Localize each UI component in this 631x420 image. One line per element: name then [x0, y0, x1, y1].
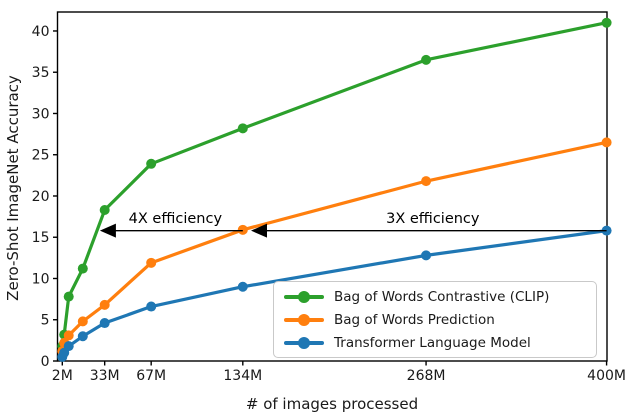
legend-line-marker-icon	[284, 290, 324, 304]
y-tick-label: 10	[32, 271, 50, 287]
y-tick-label: 40	[32, 24, 50, 40]
series-marker-0	[77, 263, 88, 274]
series-marker-2	[237, 281, 248, 292]
series-marker-2	[99, 318, 110, 329]
series-marker-1	[99, 299, 110, 310]
y-tick-label: 5	[41, 313, 50, 329]
series-marker-1	[146, 257, 157, 268]
x-tick-label: 2M	[52, 368, 73, 384]
y-axis-label: Zero-Shot ImageNet Accuracy	[4, 75, 22, 301]
legend-item-bow-prediction: Bag of Words Prediction	[284, 312, 586, 328]
series-marker-2	[63, 341, 74, 352]
x-axis-label: # of images processed	[245, 395, 419, 413]
efficiency-arrow-head-icon	[251, 223, 268, 238]
axes-spines	[56, 11, 608, 362]
legend-line-marker-icon	[284, 336, 324, 350]
legend-item-clip-contrastive: Bag of Words Contrastive (CLIP)	[284, 289, 586, 305]
series-marker-2	[146, 301, 157, 312]
x-tick-label: 268M	[407, 368, 446, 384]
series-marker-0	[146, 158, 157, 169]
series-marker-1	[63, 330, 74, 341]
legend-item-transformer-lm: Transformer Language Model	[284, 335, 586, 351]
x-tick-label: 33M	[90, 368, 120, 384]
y-tick-label: 30	[32, 106, 50, 122]
series-marker-1	[601, 137, 612, 148]
series-marker-1	[421, 176, 432, 187]
series-marker-2	[421, 250, 432, 261]
legend: Bag of Words Contrastive (CLIP) Bag of W…	[273, 281, 597, 358]
series-marker-0	[421, 54, 432, 65]
x-tick-label: 67M	[136, 368, 166, 384]
efficiency-arrow-head-icon	[99, 223, 116, 238]
legend-label: Transformer Language Model	[334, 334, 531, 351]
legend-label: Bag of Words Prediction	[334, 311, 495, 328]
x-tick-label: 400M	[587, 368, 626, 384]
series-marker-0	[237, 123, 248, 134]
series-marker-0	[601, 17, 612, 28]
y-tick-label: 20	[32, 189, 50, 205]
y-tick-label: 15	[32, 230, 50, 246]
y-tick-label: 0	[41, 354, 50, 370]
annotation-4x-efficiency: 4X efficiency	[128, 210, 223, 227]
series-marker-0	[63, 291, 74, 302]
legend-line-marker-icon	[284, 313, 324, 327]
series-marker-1	[237, 224, 248, 235]
x-tick-label: 134M	[223, 368, 262, 384]
y-tick-label: 35	[32, 65, 50, 81]
y-tick-label: 25	[32, 148, 50, 164]
annotation-3x-efficiency: 3X efficiency	[386, 210, 480, 227]
legend-label: Bag of Words Contrastive (CLIP)	[334, 288, 550, 305]
series-marker-2	[77, 331, 88, 342]
series-marker-1	[77, 316, 88, 327]
series-marker-0	[99, 205, 110, 216]
